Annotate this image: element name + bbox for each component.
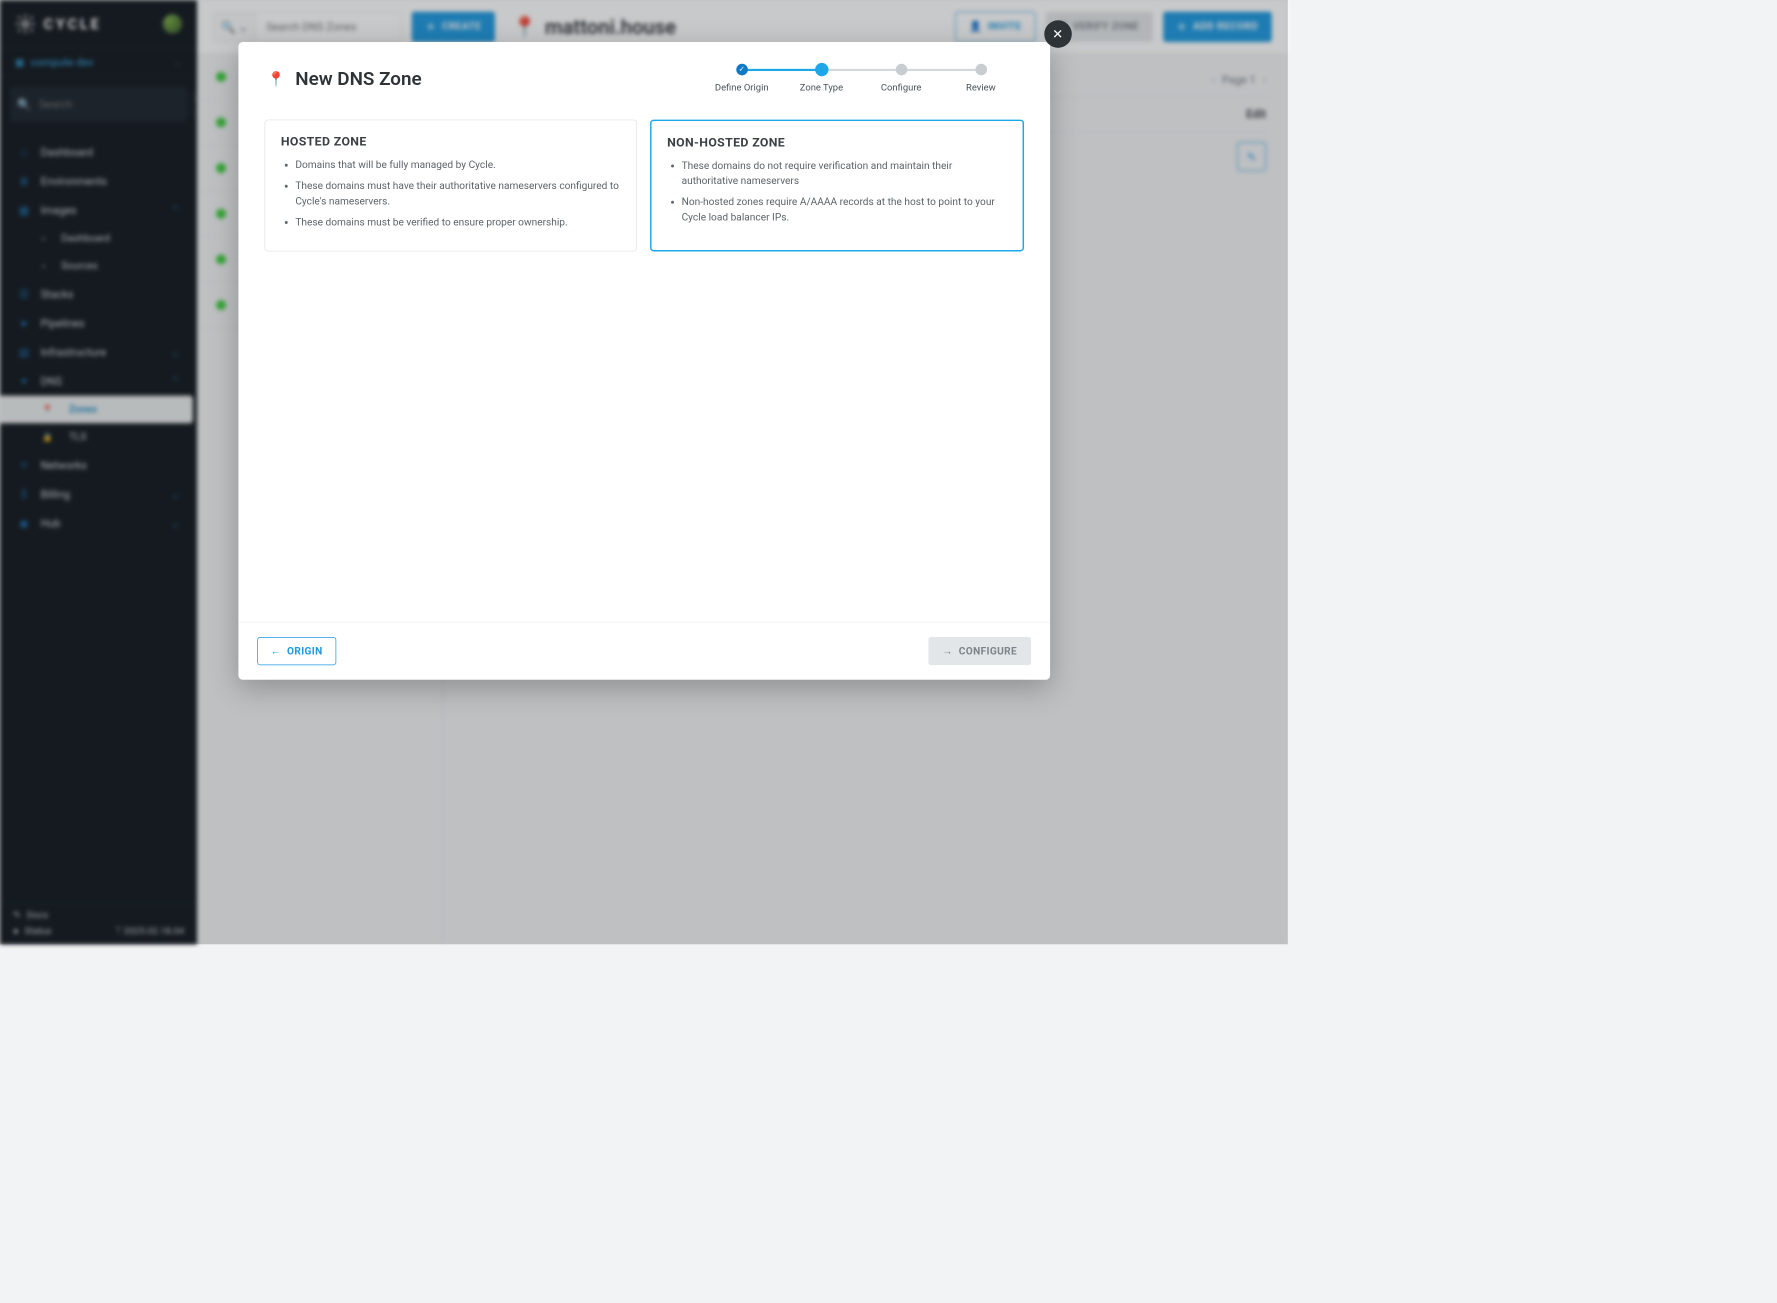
non-hosted-zone-card[interactable]: Non-Hosted Zone These domains do not req… xyxy=(650,120,1024,252)
modal-title: 📍 New DNS Zone xyxy=(267,68,422,90)
step-circle xyxy=(975,64,987,76)
card-title: Non-Hosted Zone xyxy=(667,136,1006,150)
close-button[interactable]: ✕ xyxy=(1044,20,1072,48)
step-define-origin[interactable]: ✓ Define Origin xyxy=(702,64,782,94)
card-bullets: Domains that will be fully managed by Cy… xyxy=(281,158,620,230)
modal-footer: ← Origin → Configure xyxy=(238,622,1050,680)
back-label: Origin xyxy=(287,645,323,657)
pin-icon: 📍 xyxy=(267,70,285,87)
bullet: These domains must be verified to ensure… xyxy=(295,215,620,230)
step-circle xyxy=(895,64,907,76)
step-label: Define Origin xyxy=(715,83,769,94)
back-button[interactable]: ← Origin xyxy=(257,637,337,665)
wizard-stepper: ✓ Define Origin Zone Type Configure Revi xyxy=(702,64,1021,94)
card-bullets: These domains do not require verificatio… xyxy=(667,159,1006,226)
bullet: Non-hosted zones require A/AAAA records … xyxy=(682,195,1007,225)
step-label: Review xyxy=(966,83,996,94)
arrow-left-icon: ← xyxy=(271,645,282,657)
bullet: Domains that will be fully managed by Cy… xyxy=(295,158,620,173)
hosted-zone-card[interactable]: Hosted Zone Domains that will be fully m… xyxy=(264,120,636,252)
step-circle: ✓ xyxy=(736,64,748,76)
card-title: Hosted Zone xyxy=(281,135,620,149)
bullet: These domains do not require verificatio… xyxy=(682,159,1007,189)
step-circle xyxy=(815,63,828,76)
next-button[interactable]: → Configure xyxy=(929,637,1031,665)
modal-header: 📍 New DNS Zone ✓ Define Origin Zone Type xyxy=(238,42,1050,101)
modal-overlay: ✕ 📍 New DNS Zone ✓ Define Origin Zone Ty… xyxy=(0,0,1288,944)
arrow-right-icon: → xyxy=(942,645,953,657)
step-label: Zone Type xyxy=(800,83,843,94)
bullet: These domains must have their authoritat… xyxy=(295,179,620,209)
modal-title-text: New DNS Zone xyxy=(295,68,421,90)
step-label: Configure xyxy=(881,83,922,94)
close-icon: ✕ xyxy=(1052,26,1063,41)
modal-body: Hosted Zone Domains that will be fully m… xyxy=(238,101,1050,271)
next-label: Configure xyxy=(959,645,1017,657)
new-dns-zone-modal: ✕ 📍 New DNS Zone ✓ Define Origin Zone Ty… xyxy=(238,42,1050,680)
